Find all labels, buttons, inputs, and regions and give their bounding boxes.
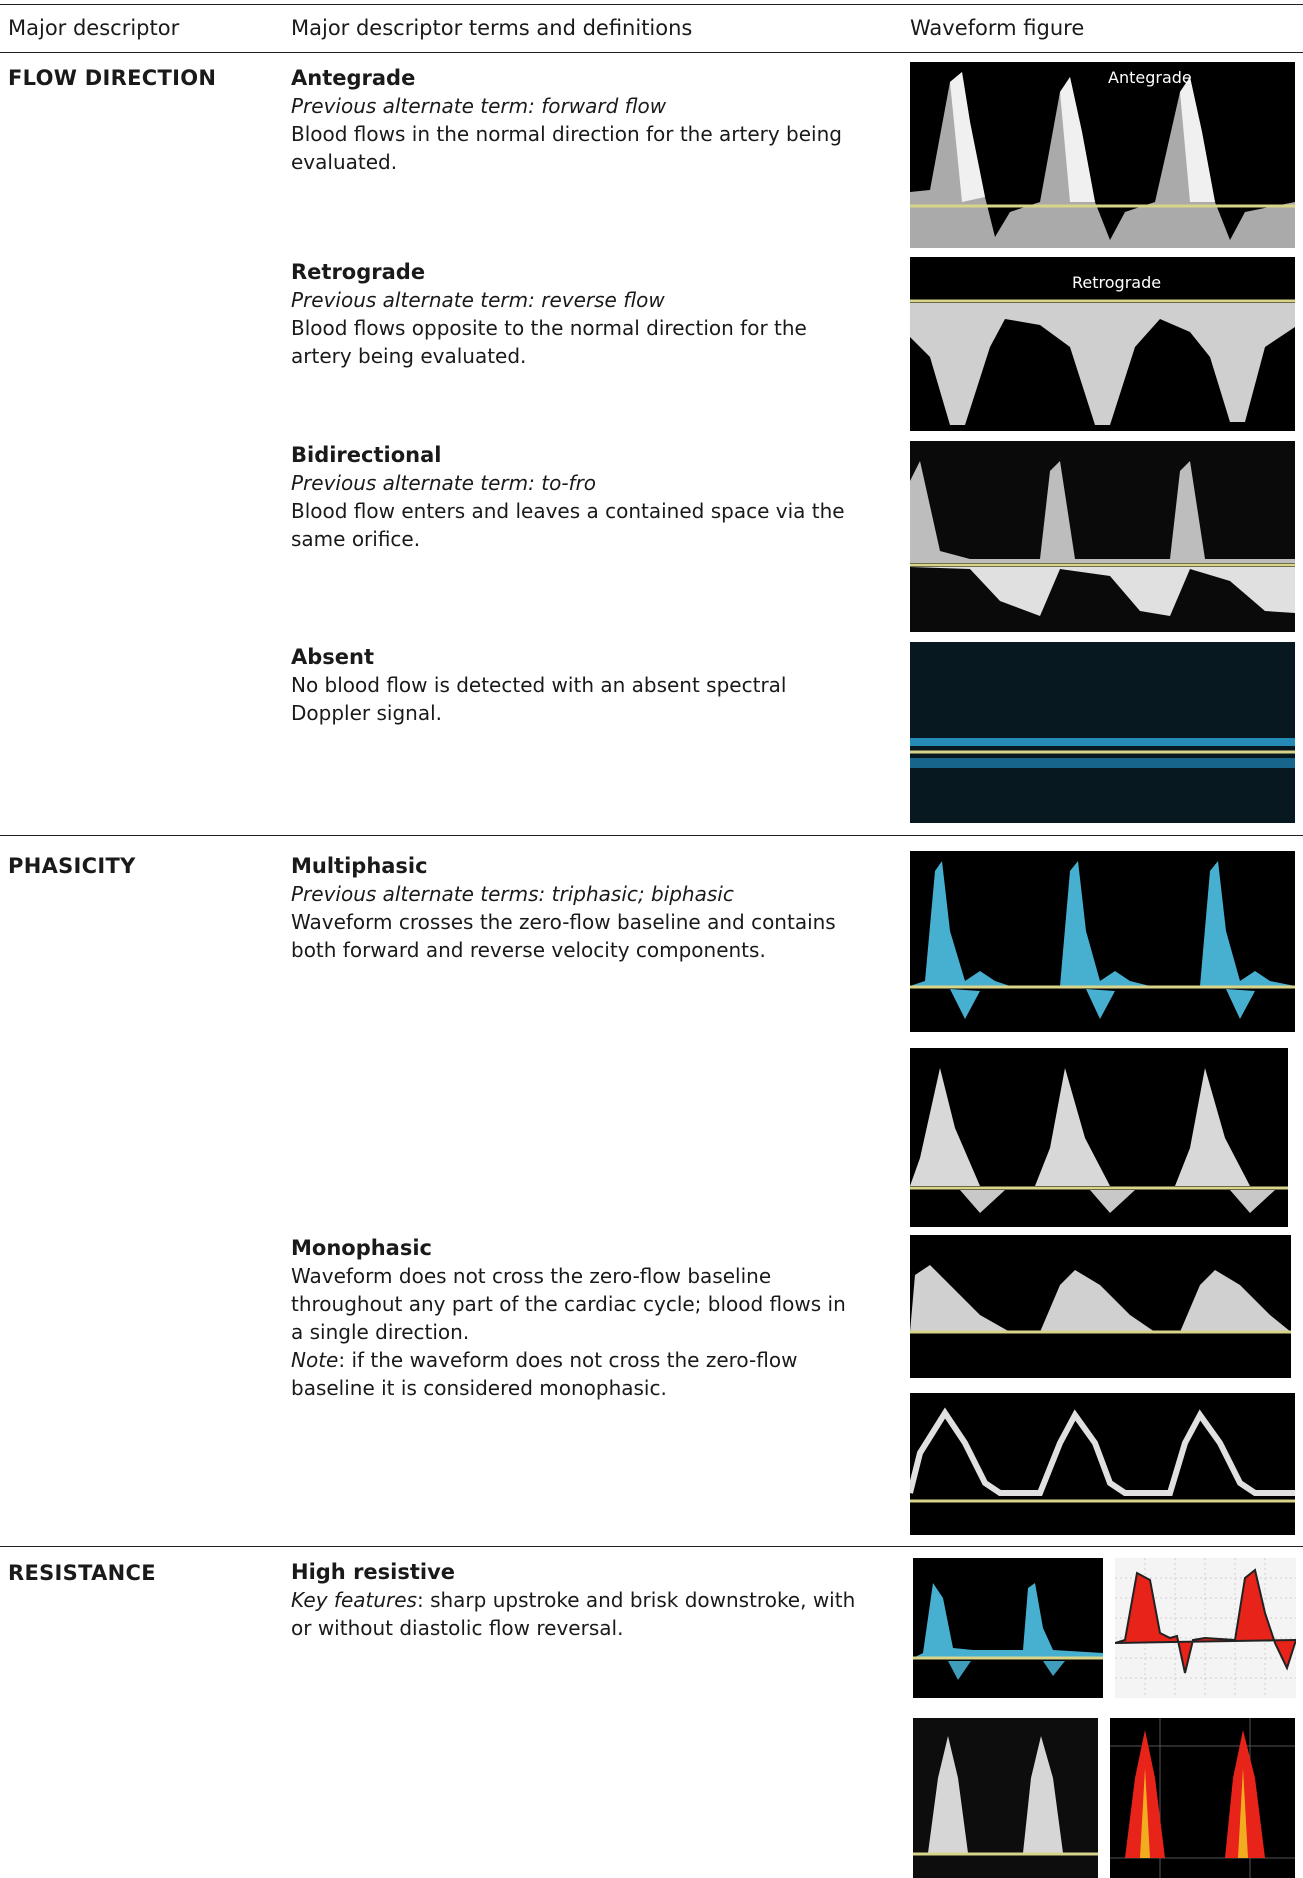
waveform-absent-image	[910, 642, 1295, 823]
waveform-multiphasic-biphasic	[910, 1048, 1288, 1227]
category-phasicity: PHASICITY	[8, 854, 136, 878]
key-features-text: : sharp upstroke and brisk downstroke, w…	[291, 1588, 856, 1640]
term-title: Bidirectional	[291, 443, 442, 467]
waveform-high-resistive-color-spectral	[1110, 1718, 1295, 1878]
section-rule-flow	[0, 835, 1303, 836]
category-resistance: RESISTANCE	[8, 1561, 156, 1585]
note-label: Note	[291, 1348, 339, 1372]
figure-label-retrograde: Retrograde	[1072, 273, 1162, 292]
term-definition: Blood flows opposite to the normal direc…	[291, 316, 807, 368]
header-waveform-figure: Waveform figure	[910, 16, 1085, 40]
term-multiphasic: Multiphasic Previous alternate terms: tr…	[291, 852, 861, 964]
term-note: Note: if the waveform does not cross the…	[291, 1346, 861, 1402]
waveform-high-resistive-red-tracing-image	[1115, 1558, 1296, 1698]
term-definition: Waveform does not cross the zero-flow ba…	[291, 1264, 846, 1344]
waveform-high-resistive-doppler-cyan	[913, 1558, 1103, 1698]
term-retrograde: Retrograde Previous alternate term: reve…	[291, 258, 861, 370]
top-rule	[0, 4, 1303, 5]
term-definition: No blood flow is detected with an absent…	[291, 673, 787, 725]
term-title: High resistive	[291, 1560, 456, 1584]
term-title: Antegrade	[291, 66, 416, 90]
waveform-monophasic-1-image	[910, 1235, 1291, 1378]
term-definition: Blood flow enters and leaves a contained…	[291, 499, 845, 551]
key-features-label: Key features	[291, 1588, 417, 1612]
waveform-monophasic-2	[910, 1393, 1295, 1535]
category-flow-direction: FLOW DIRECTION	[8, 66, 217, 90]
waveform-monophasic-1	[910, 1235, 1291, 1378]
term-alternate: Previous alternate term: reverse flow	[291, 288, 665, 312]
term-definition: Waveform crosses the zero-flow baseline …	[291, 910, 836, 962]
header-rule	[0, 52, 1303, 53]
note-text: : if the waveform does not cross the zer…	[291, 1348, 798, 1400]
waveform-multiphasic-triphasic	[910, 851, 1295, 1032]
header-terms-definitions: Major descriptor terms and definitions	[291, 16, 693, 40]
waveform-high-resistive-doppler-gray-image	[913, 1718, 1098, 1878]
term-monophasic: Monophasic Waveform does not cross the z…	[291, 1234, 861, 1402]
waveform-bidirectional-image	[910, 441, 1295, 632]
term-title: Retrograde	[291, 260, 426, 284]
waveform-high-resistive-red-tracing	[1115, 1558, 1296, 1698]
term-definition: Blood flows in the normal direction for …	[291, 122, 842, 174]
waveform-retrograde-image	[910, 257, 1295, 431]
waveform-multiphasic-biphasic-image	[910, 1048, 1288, 1227]
term-title: Multiphasic	[291, 854, 428, 878]
term-title: Monophasic	[291, 1236, 433, 1260]
term-alternate: Previous alternate term: to-fro	[291, 471, 597, 495]
waveform-antegrade-image	[910, 62, 1295, 248]
term-high-resistive: High resistive Key features: sharp upstr…	[291, 1558, 861, 1642]
waveform-antegrade: Antegrade	[910, 62, 1295, 248]
section-rule-phasicity	[0, 1546, 1303, 1547]
term-antegrade: Antegrade Previous alternate term: forwa…	[291, 64, 861, 176]
term-absent: Absent No blood flow is detected with an…	[291, 643, 861, 727]
waveform-multiphasic-triphasic-image	[910, 851, 1295, 1032]
term-bidirectional: Bidirectional Previous alternate term: t…	[291, 441, 861, 553]
header-major-descriptor: Major descriptor	[8, 16, 180, 40]
figure-label-antegrade: Antegrade	[1108, 68, 1192, 87]
waveform-bidirectional	[910, 441, 1295, 632]
waveform-high-resistive-color-spectral-image	[1110, 1718, 1295, 1878]
term-title: Absent	[291, 645, 375, 669]
waveform-retrograde: Retrograde	[910, 257, 1295, 431]
waveform-high-resistive-doppler-cyan-image	[913, 1558, 1103, 1698]
term-key-features: Key features: sharp upstroke and brisk d…	[291, 1586, 861, 1642]
waveform-absent	[910, 642, 1295, 823]
term-alternate: Previous alternate terms: triphasic; bip…	[291, 882, 734, 906]
waveform-monophasic-2-image	[910, 1393, 1295, 1535]
term-alternate: Previous alternate term: forward flow	[291, 94, 667, 118]
waveform-high-resistive-doppler-gray	[913, 1718, 1098, 1878]
